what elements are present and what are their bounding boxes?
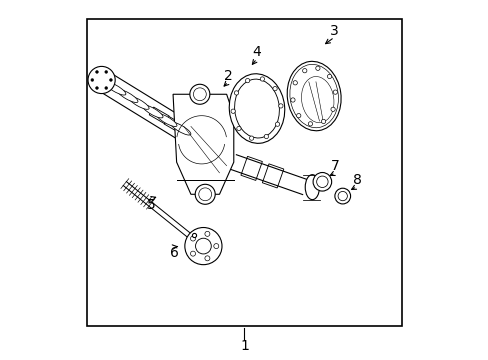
Text: 2: 2 xyxy=(224,69,232,84)
Ellipse shape xyxy=(105,82,125,95)
Circle shape xyxy=(189,84,209,104)
Circle shape xyxy=(290,98,294,102)
Circle shape xyxy=(190,251,195,256)
Circle shape xyxy=(260,77,264,81)
Circle shape xyxy=(245,78,249,83)
Circle shape xyxy=(278,104,283,108)
Ellipse shape xyxy=(305,175,319,200)
Text: 1: 1 xyxy=(240,339,248,353)
Ellipse shape xyxy=(156,113,177,126)
Ellipse shape xyxy=(128,96,149,109)
Circle shape xyxy=(312,172,331,191)
Circle shape xyxy=(190,236,195,241)
Circle shape xyxy=(95,71,98,73)
Circle shape xyxy=(332,90,337,94)
Circle shape xyxy=(184,228,222,265)
Ellipse shape xyxy=(170,122,190,135)
Text: 4: 4 xyxy=(252,45,261,59)
Circle shape xyxy=(109,78,112,81)
FancyBboxPatch shape xyxy=(164,116,183,133)
Text: 8: 8 xyxy=(352,173,361,187)
Circle shape xyxy=(104,87,107,89)
Circle shape xyxy=(236,126,241,131)
Bar xyxy=(87,19,401,327)
Circle shape xyxy=(193,88,206,101)
Circle shape xyxy=(95,87,98,89)
FancyBboxPatch shape xyxy=(241,156,262,180)
Ellipse shape xyxy=(117,90,138,103)
FancyBboxPatch shape xyxy=(262,164,283,188)
Circle shape xyxy=(249,136,253,140)
Circle shape xyxy=(104,71,107,73)
FancyBboxPatch shape xyxy=(149,107,169,124)
Text: 3: 3 xyxy=(329,24,338,38)
Circle shape xyxy=(234,91,238,95)
Circle shape xyxy=(337,192,346,201)
Circle shape xyxy=(213,244,218,249)
Ellipse shape xyxy=(301,77,333,123)
Polygon shape xyxy=(173,94,233,194)
Circle shape xyxy=(204,256,209,261)
Ellipse shape xyxy=(234,79,279,138)
Ellipse shape xyxy=(229,74,284,143)
Circle shape xyxy=(195,184,215,204)
Ellipse shape xyxy=(142,105,163,118)
Text: 5: 5 xyxy=(147,198,156,212)
Circle shape xyxy=(272,86,277,91)
Circle shape xyxy=(302,68,306,73)
Circle shape xyxy=(315,66,319,71)
Circle shape xyxy=(316,176,327,188)
Text: 6: 6 xyxy=(170,246,179,260)
Circle shape xyxy=(275,122,279,126)
Circle shape xyxy=(327,74,331,78)
Circle shape xyxy=(307,122,312,126)
Circle shape xyxy=(296,113,300,118)
Circle shape xyxy=(330,107,335,112)
Circle shape xyxy=(230,109,235,113)
Circle shape xyxy=(88,66,115,94)
Circle shape xyxy=(334,188,350,204)
Circle shape xyxy=(198,188,211,201)
Circle shape xyxy=(204,231,209,237)
Text: 7: 7 xyxy=(330,159,339,174)
Circle shape xyxy=(91,78,94,81)
Circle shape xyxy=(321,119,325,123)
Ellipse shape xyxy=(286,61,341,131)
Circle shape xyxy=(264,134,268,139)
Circle shape xyxy=(195,238,211,254)
Ellipse shape xyxy=(289,64,338,128)
Circle shape xyxy=(292,81,297,85)
